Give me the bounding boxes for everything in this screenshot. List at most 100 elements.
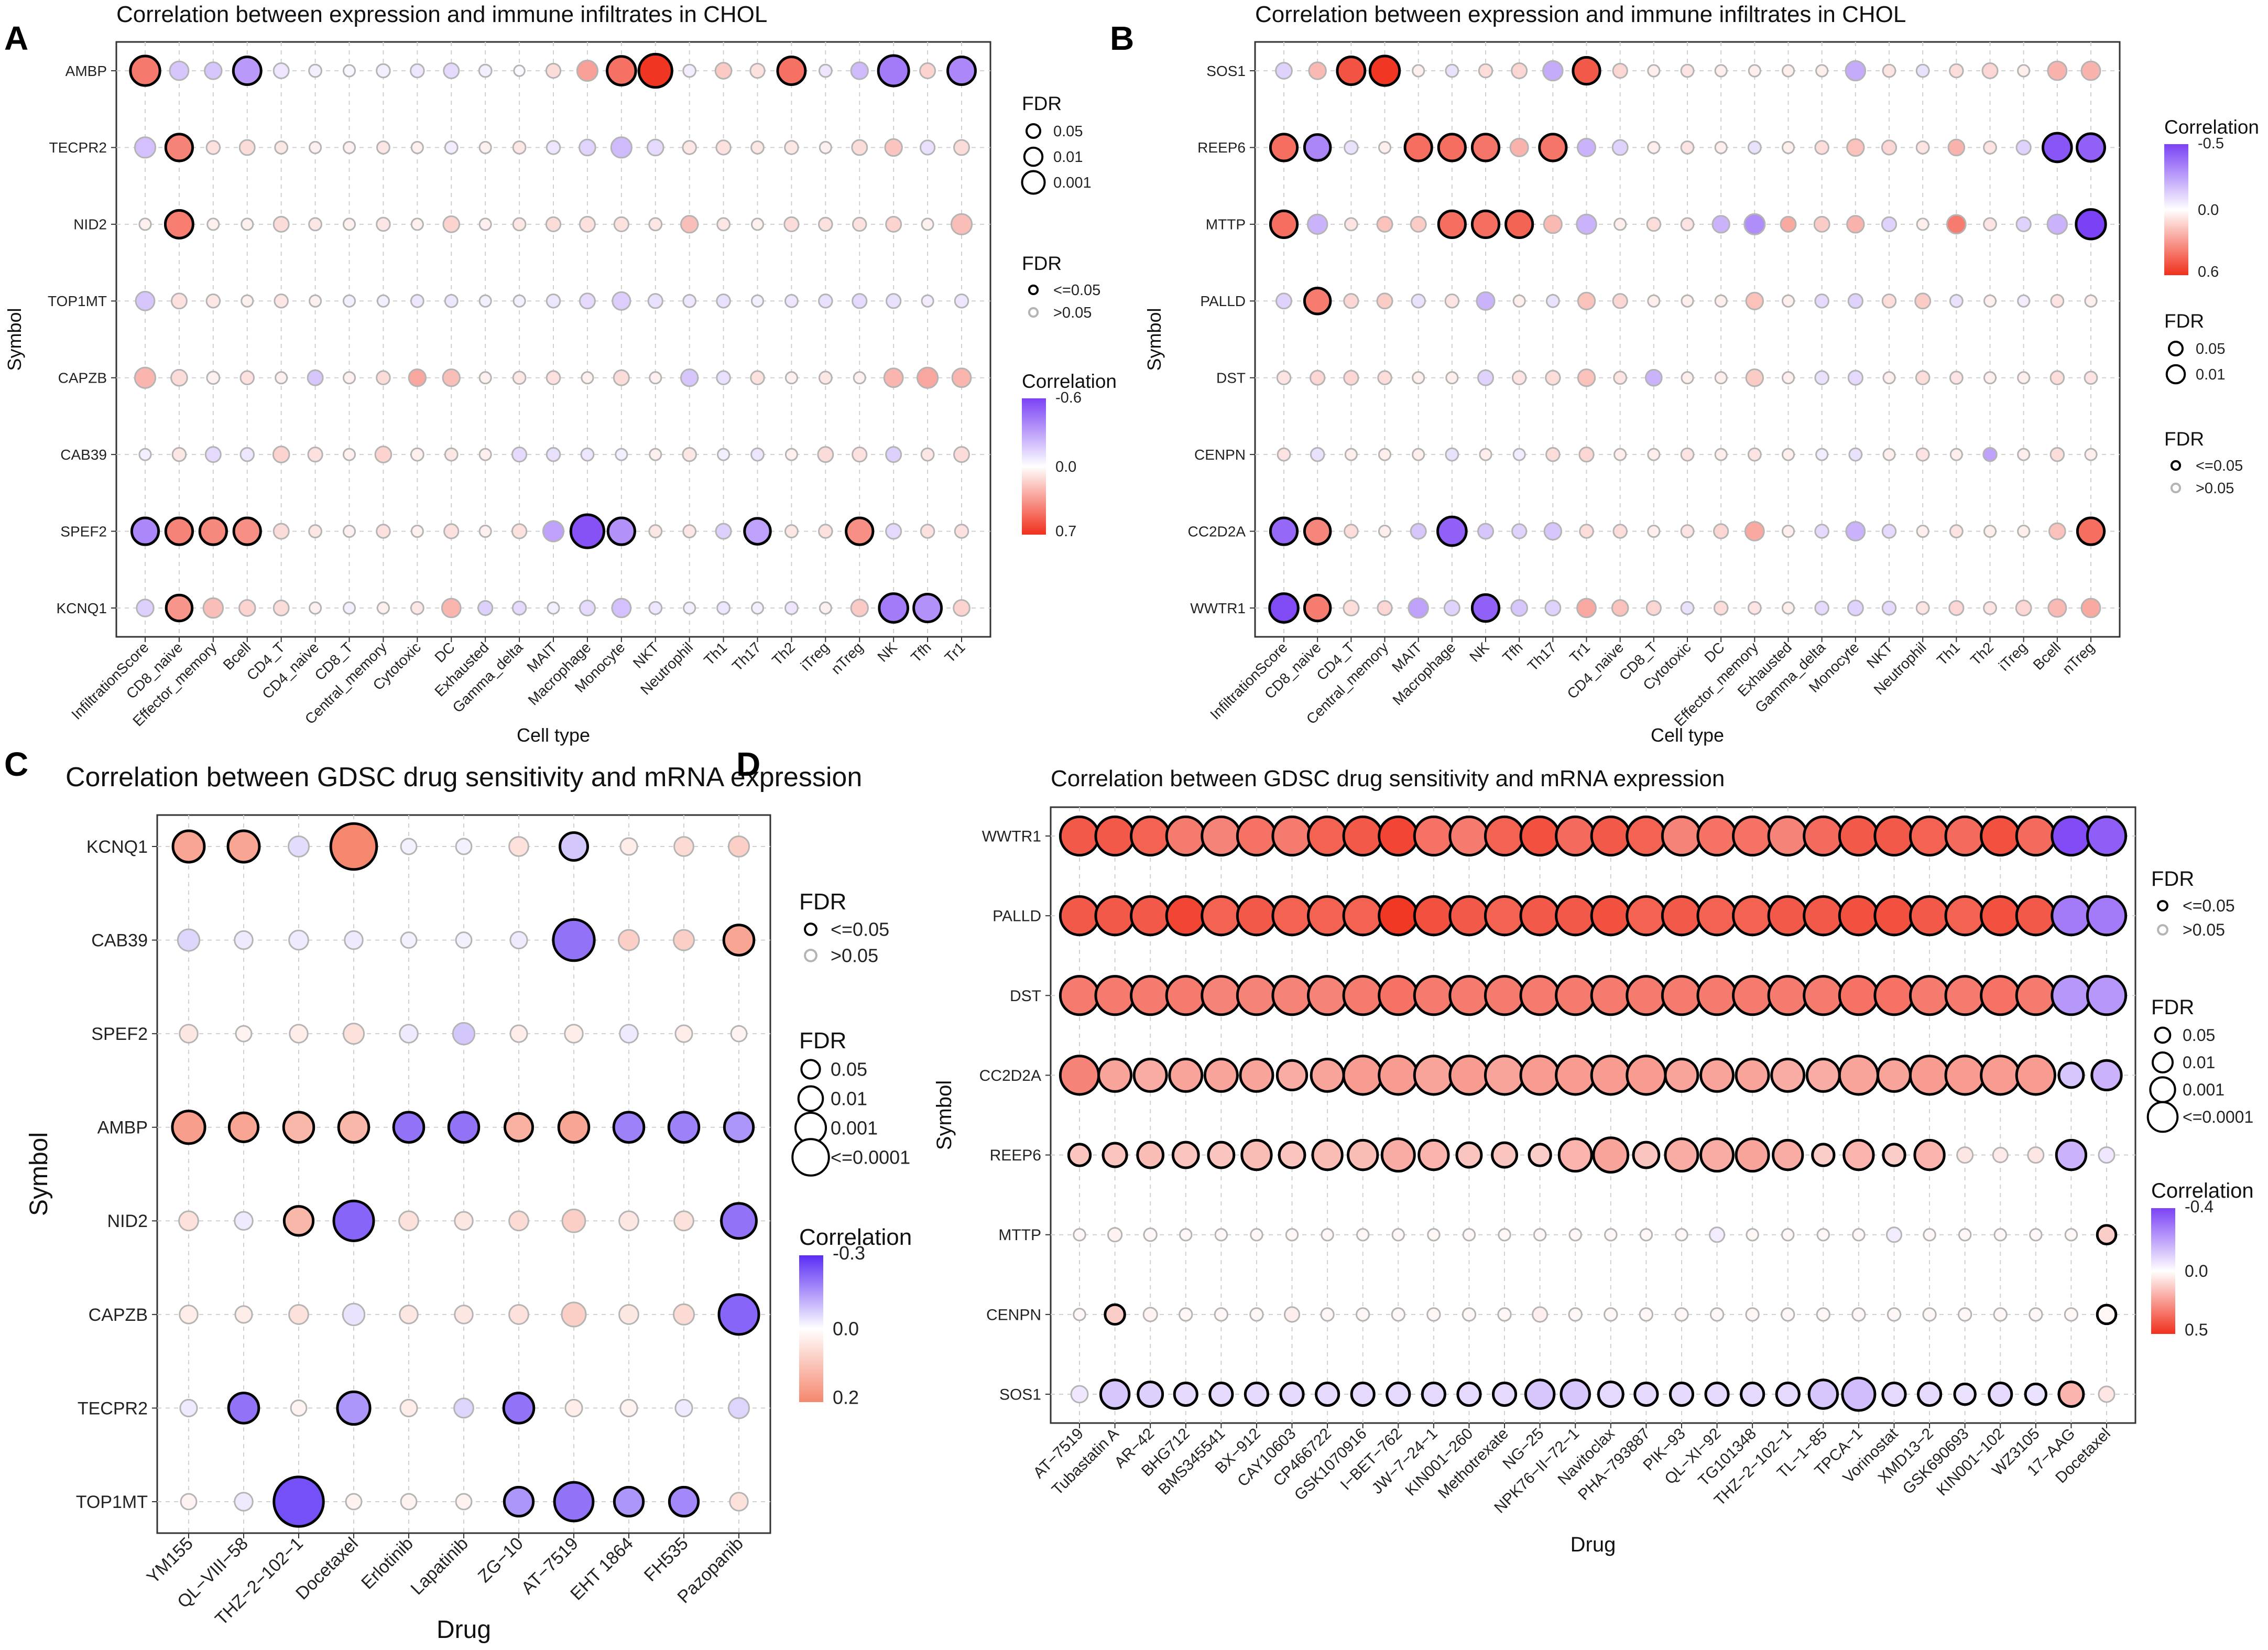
colorbar-label: -0.5 bbox=[2198, 135, 2224, 152]
dot-SOS1-Vorinostat bbox=[1881, 1381, 1907, 1407]
dot-PALLD-Gamma_delta bbox=[1814, 294, 1829, 309]
dot-NID2-Effector_memory bbox=[206, 218, 220, 231]
dot-WWTR1-KIN001−260 bbox=[1448, 815, 1490, 857]
dot-AMBP-ZG−10 bbox=[504, 1112, 534, 1143]
dot-CAPZB-QL−VIII−58 bbox=[234, 1305, 253, 1324]
dot-WWTR1-Effector_memory bbox=[1747, 601, 1762, 615]
dot-CC2D2A-CP466722 bbox=[1310, 1057, 1345, 1093]
dot-SOS1-CD8_T bbox=[1647, 64, 1661, 78]
sig-legend-label: <=0.05 bbox=[2183, 896, 2235, 915]
dot-CAPZB-iTreg bbox=[818, 371, 833, 385]
dot-SPEF2-Central_memory bbox=[376, 524, 391, 539]
size-legend-label: <=0.0001 bbox=[831, 1147, 910, 1168]
dot-WWTR1-PHA−793887 bbox=[1626, 815, 1667, 857]
dot-REEP6-CAY10603 bbox=[1278, 1141, 1306, 1169]
dot-TECPR2-NK bbox=[884, 138, 903, 157]
dot-CENPN-PHA−793887 bbox=[1639, 1307, 1654, 1322]
size-legend-label: 0.01 bbox=[1053, 149, 1083, 166]
dot-AMBP-iTreg bbox=[818, 63, 833, 78]
dot-CAPZB-Neutrophil bbox=[680, 368, 699, 387]
sig-legend-key bbox=[804, 949, 817, 962]
dot-SOS1-Docetaxel bbox=[2098, 1385, 2116, 1403]
dot-REEP6-CD8_naive bbox=[1303, 133, 1332, 162]
dot-TOP1MT-Th17 bbox=[750, 294, 765, 308]
dot-CC2D2A-CD4_T bbox=[1344, 524, 1359, 539]
dot-SOS1-Tubastatin A bbox=[1099, 1378, 1131, 1410]
dot-TECPR2-CD8_T bbox=[342, 140, 356, 154]
dot-REEP6-Bcell bbox=[2042, 132, 2073, 164]
dot-AMBP-Lapatinib bbox=[447, 1111, 481, 1144]
dot-MTTP-Macrophage bbox=[1437, 209, 1467, 239]
dot-REEP6-TG101348 bbox=[1735, 1137, 1770, 1173]
dot-WWTR1-NG−25 bbox=[1519, 815, 1561, 857]
dot-NID2-Pazopanib bbox=[720, 1202, 758, 1240]
dot-CAB39-Docetaxel bbox=[344, 930, 364, 950]
dot-AMBP-CD4_naive bbox=[308, 63, 323, 78]
dot-PALLD-CAY10603 bbox=[1271, 895, 1313, 937]
dot-SPEF2-Macrophage bbox=[569, 513, 606, 549]
dot-SOS1-CD4_naive bbox=[1612, 62, 1628, 79]
sig-legend-label: <=0.05 bbox=[831, 919, 889, 940]
dot-DST-AT−7519 bbox=[1059, 975, 1100, 1016]
dot-WWTR1-KIN001−102 bbox=[1980, 815, 2021, 857]
dot-NID2-CD4_naive bbox=[308, 217, 323, 232]
dot-SPEF2-FH535 bbox=[674, 1024, 693, 1043]
y-tick-label: CENPN bbox=[986, 1306, 1041, 1323]
dot-REEP6-Cytotoxic bbox=[1680, 140, 1695, 155]
dot-MTTP-BX−912 bbox=[1250, 1228, 1263, 1242]
dot-CAPZB-Docetaxel bbox=[342, 1302, 366, 1327]
dot-DST-Effector_memory bbox=[1745, 368, 1764, 387]
dot-DST-CP466722 bbox=[1306, 975, 1348, 1016]
dot-SOS1-TG101348 bbox=[1740, 1381, 1765, 1407]
dot-AMBP-DC bbox=[443, 62, 460, 79]
dot-NID2-iTreg bbox=[818, 216, 833, 232]
dot-NID2-Th17 bbox=[750, 218, 765, 231]
dot-WWTR1-Tfh bbox=[1510, 599, 1529, 617]
y-tick-label: AMBP bbox=[66, 63, 107, 79]
dot-KCNQ1-Th17 bbox=[750, 601, 765, 615]
x-tick-label: Th1 bbox=[1934, 639, 1963, 668]
dot-PALLD-PHA−793887 bbox=[1626, 895, 1667, 937]
y-tick-label: WWTR1 bbox=[982, 828, 1041, 845]
dot-MTTP-TL−1−85 bbox=[1816, 1228, 1830, 1242]
dot-AMBP-Th17 bbox=[749, 62, 766, 79]
dot-SOS1-I−BET−762 bbox=[1386, 1381, 1411, 1407]
dot-AMBP-Docetaxel bbox=[337, 1111, 370, 1144]
dot-CENPN-CD8_naive bbox=[1310, 447, 1325, 462]
plot-area bbox=[1050, 806, 2136, 1424]
dot-CC2D2A-JW−7−24−1 bbox=[1413, 1055, 1454, 1096]
dot-AMBP-THZ−2−102−1 bbox=[282, 1111, 315, 1144]
dot-CAB39-Tfh bbox=[920, 447, 935, 462]
x-tick-label: iTreg bbox=[1996, 639, 2030, 674]
dot-CENPN-InfiltrationScore bbox=[1277, 447, 1291, 462]
dot-CC2D2A-TL−1−85 bbox=[1805, 1057, 1841, 1093]
dot-NID2-DC bbox=[442, 215, 461, 233]
dot-WWTR1-WZ3105 bbox=[2015, 815, 2056, 857]
panel-label-A: A bbox=[4, 19, 28, 57]
dot-CAPZB-EHT 1864 bbox=[618, 1304, 639, 1325]
dot-TOP1MT-YM155 bbox=[180, 1493, 198, 1511]
dot-TECPR2-CD4_naive bbox=[309, 140, 322, 154]
dot-CENPN-Tfh bbox=[1512, 448, 1526, 461]
size-legend-key bbox=[2151, 1051, 2174, 1074]
dot-PALLD-XMD13−2 bbox=[1909, 895, 1950, 937]
dot-CC2D2A-Tr1 bbox=[1579, 524, 1594, 539]
dot-KCNQ1-Central_memory bbox=[376, 601, 390, 615]
dot-DST-NPK76−II−72−1 bbox=[1555, 975, 1596, 1016]
dot-PALLD-GSK690693 bbox=[1944, 895, 1986, 937]
color-legend-title: Correlation bbox=[1022, 371, 1117, 392]
y-tick-label: SOS1 bbox=[999, 1386, 1041, 1404]
dot-MTTP-Tubastatin A bbox=[1107, 1227, 1123, 1243]
dot-CAB39-EHT 1864 bbox=[617, 929, 640, 951]
sig-legend-label: <=0.05 bbox=[2196, 458, 2243, 474]
dot-KCNQ1-Cytotoxic bbox=[410, 601, 424, 615]
dot-SPEF2-CD4_naive bbox=[308, 524, 323, 538]
dot-SOS1-Th17 bbox=[1542, 60, 1564, 82]
dot-PALLD-BMS345541 bbox=[1201, 895, 1242, 937]
dot-AMBP-Neutrophil bbox=[682, 63, 697, 78]
y-tick-label: REEP6 bbox=[990, 1147, 1041, 1164]
dot-TOP1MT-Erlotinib bbox=[400, 1493, 418, 1511]
dot-CC2D2A-BX−912 bbox=[1239, 1057, 1274, 1093]
dot-CENPN-Neutrophil bbox=[1915, 447, 1930, 462]
dot-SPEF2-Pazopanib bbox=[730, 1025, 748, 1043]
